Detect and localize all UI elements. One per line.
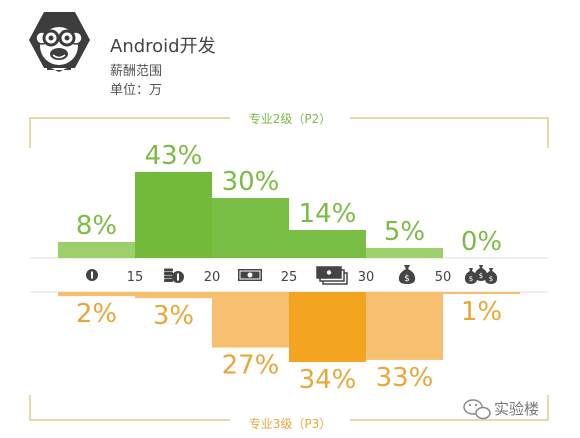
p3-bar-2 xyxy=(212,292,289,348)
coin-stack-icon xyxy=(164,268,184,283)
svg-text:$: $ xyxy=(489,275,493,283)
p3-frame-right xyxy=(350,395,549,421)
chart-subtitle: 薪酬范围 xyxy=(110,64,162,79)
watermark-text: 实验楼 xyxy=(494,400,539,418)
coin-icon xyxy=(86,269,98,281)
p3-bar-5 xyxy=(443,292,520,295)
p3-data-labels: 2% 3% 27% 34% 33% 1% xyxy=(76,297,502,395)
x-tick-20: 20 xyxy=(204,270,221,285)
svg-text:$: $ xyxy=(469,275,473,283)
p3-bars xyxy=(58,292,520,362)
p2-frame-right xyxy=(350,117,549,148)
p2-label-2: 30% xyxy=(222,167,280,197)
p2-bar-1 xyxy=(135,172,212,258)
svg-text:$: $ xyxy=(404,274,410,284)
p2-bar-3 xyxy=(289,230,366,258)
p3-bar-1 xyxy=(135,292,212,299)
x-tick-50: 50 xyxy=(435,270,452,285)
x-tick-15: 15 xyxy=(127,270,144,285)
p3-frame-left xyxy=(29,395,230,421)
p2-series-label: 专业2级（P2） xyxy=(249,111,332,126)
x-tick-labels: 15 20 25 30 50 xyxy=(127,270,452,285)
p3-label-1: 3% xyxy=(153,301,194,331)
p3-bar-3 xyxy=(289,292,366,362)
bin-icons: $ $ $ $ xyxy=(86,265,498,285)
p3-label-2: 27% xyxy=(222,351,280,381)
banknote-stack-icon xyxy=(316,266,348,285)
money-bags-icon: $ $ $ xyxy=(464,265,498,284)
p2-label-1: 43% xyxy=(145,141,203,171)
p3-label-5: 1% xyxy=(461,297,502,327)
p2-label-3: 14% xyxy=(299,199,357,229)
axis-band xyxy=(58,258,518,292)
p2-bars xyxy=(58,172,443,258)
money-bag-icon: $ xyxy=(398,265,416,284)
p2-bar-4 xyxy=(366,248,443,258)
p3-label-4: 33% xyxy=(376,363,434,393)
chart-title: Android开发 xyxy=(110,36,216,57)
p2-bar-2 xyxy=(212,198,289,258)
x-tick-25: 25 xyxy=(281,270,298,285)
p3-series-label: 专业3级（P3） xyxy=(249,416,332,431)
p2-frame xyxy=(29,117,549,148)
p3-bar-4 xyxy=(366,292,443,360)
svg-text:$: $ xyxy=(479,272,483,280)
p3-label-3: 34% xyxy=(299,365,357,395)
p2-frame-left xyxy=(29,117,230,148)
p3-frame xyxy=(29,395,549,421)
monkey-logo-icon xyxy=(29,12,90,72)
banknote-icon xyxy=(238,269,262,281)
p2-label-0: 8% xyxy=(76,211,117,241)
p2-data-labels: 8% 43% 30% 14% 5% 0% xyxy=(76,141,502,257)
p2-label-4: 5% xyxy=(384,217,425,247)
x-tick-30: 30 xyxy=(358,270,375,285)
p3-bar-0 xyxy=(58,292,135,297)
p2-label-5: 0% xyxy=(461,227,502,257)
wechat-icon xyxy=(463,399,491,420)
p3-label-0: 2% xyxy=(76,299,117,329)
unit-label: 单位：万 xyxy=(110,83,162,98)
p2-bar-0 xyxy=(58,242,135,258)
